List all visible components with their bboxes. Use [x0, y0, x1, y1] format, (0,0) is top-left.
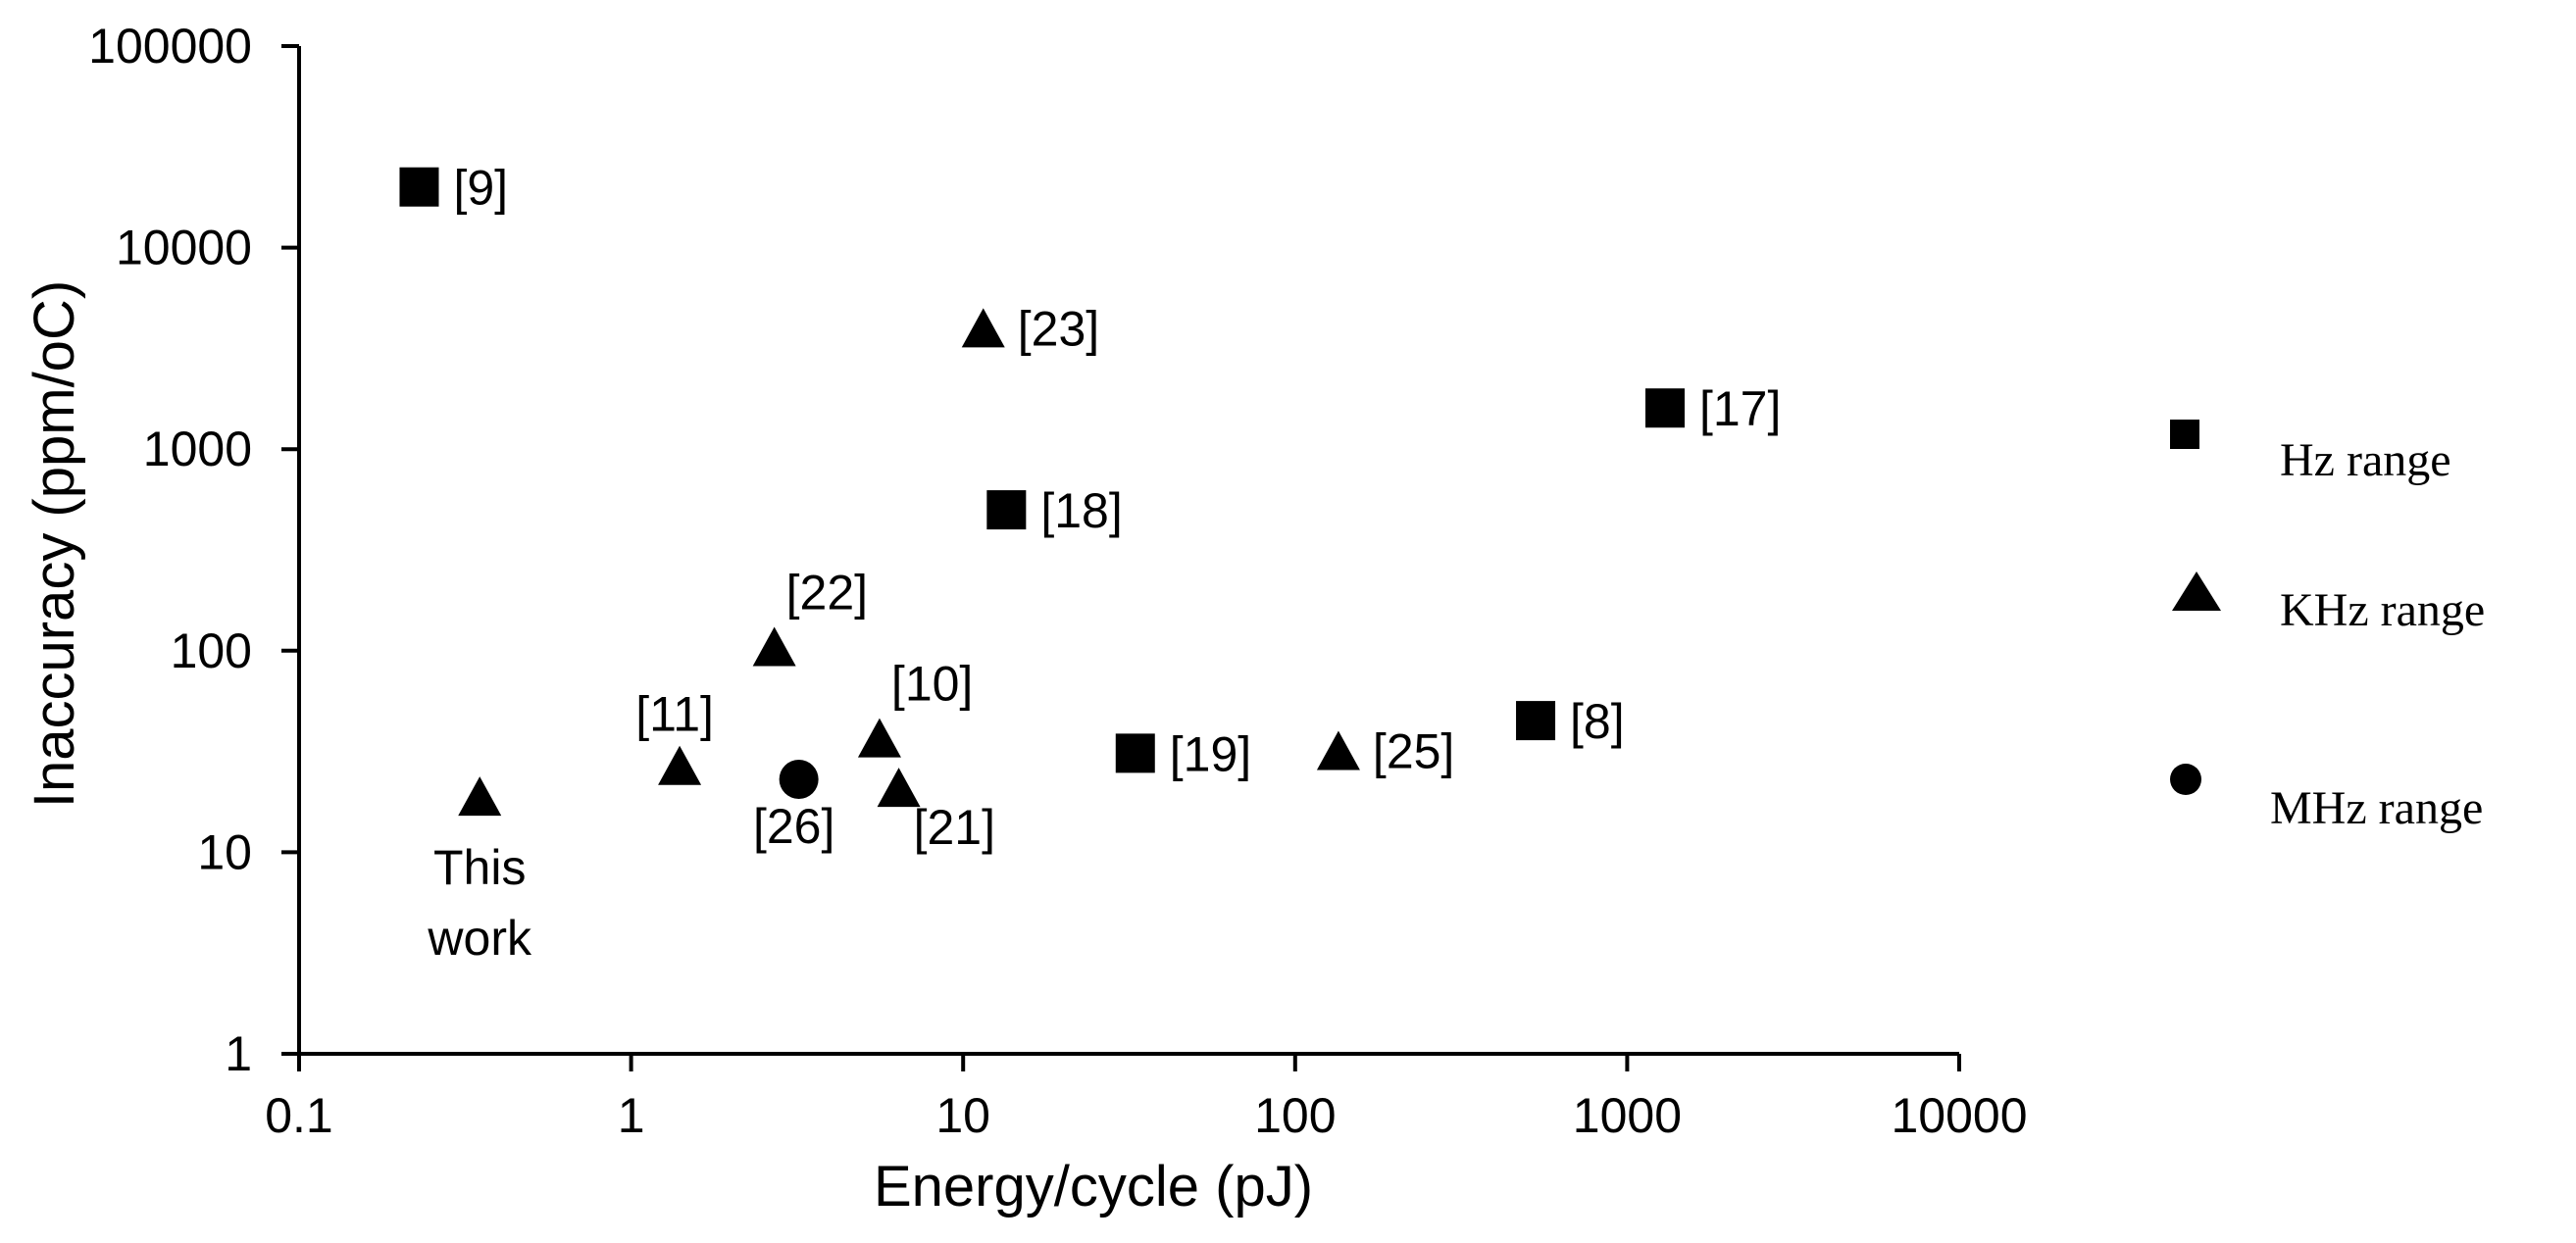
data-point-label-26: [26]: [753, 799, 834, 854]
data-point-label-18: [18]: [1040, 483, 1122, 538]
legend: Hz range KHz range MHz range: [2170, 420, 2485, 834]
data-point-label-11: [11]: [635, 687, 714, 742]
data-point-21: [877, 768, 921, 808]
data-point-8: [1516, 701, 1556, 741]
data-point-label-8: [8]: [1570, 694, 1625, 749]
data-point-25: [1316, 730, 1360, 771]
data-point-label-21: [21]: [914, 800, 995, 855]
y-tick-label-1: 1: [225, 1026, 252, 1081]
x-axis-title: Energy/cycle (pJ): [874, 1155, 1313, 1218]
data-point-17: [1644, 388, 1685, 428]
x-tick-label-10000: 10000: [1891, 1088, 2027, 1143]
y-axis-title: Inaccuracy (ppm/oC): [23, 280, 86, 808]
x-tick-label-10: 10: [935, 1088, 990, 1143]
y-tick-label-100: 100: [171, 623, 252, 678]
data-point-label-25: [25]: [1373, 724, 1454, 779]
legend-marker-khz-range-triangle: [2172, 572, 2221, 611]
legend-marker-mhz-range-circle: [2170, 764, 2201, 795]
data-point-9: [399, 167, 439, 207]
legend-label-hz-range: Hz range: [2280, 434, 2451, 486]
data-point-label-23: [23]: [1018, 301, 1099, 356]
data-point-19: [1115, 733, 1155, 773]
x-axis-ticks: 0.1 1 10 100 1000 10000: [265, 1054, 2028, 1143]
y-tick-label-10000: 10000: [116, 221, 252, 275]
data-point-label-this-work: This: [433, 840, 526, 895]
x-tick-label-1000: 1000: [1573, 1088, 1682, 1143]
legend-label-mhz-range: MHz range: [2270, 782, 2483, 834]
plot-area: 0.1 1 10 100 1000 10000 110100100010000100000…: [88, 19, 2027, 1143]
y-axis-ticks: 1 10 100 1000 10000 100000: [88, 19, 299, 1081]
data-point-label-22: [22]: [786, 565, 868, 620]
data-point-10: [857, 718, 901, 758]
data-point-label-19: [19]: [1170, 726, 1251, 781]
legend-marker-hz-range-square: [2170, 420, 2199, 449]
legend-label-khz-range: KHz range: [2280, 584, 2485, 636]
data-point-label-this-work-line-2: work: [427, 911, 532, 966]
data-point-11: [658, 745, 702, 785]
y-tick-label-1000: 1000: [143, 422, 252, 476]
data-point-label-17: [17]: [1699, 381, 1781, 436]
data-point-18: [986, 490, 1027, 530]
data-point-labels: [9] [18] [19] [8] [17] This work [11] [22] [10] [2…: [427, 161, 1781, 966]
x-tick-label-100: 100: [1254, 1088, 1336, 1143]
y-tick-label-10: 10: [197, 824, 252, 879]
data-point-23: [961, 308, 1005, 348]
x-tick-label-0-1: 0.1: [265, 1088, 333, 1143]
y-tick-label-100000: 100000: [88, 19, 252, 74]
data-point-label-10: [10]: [891, 657, 973, 712]
data-point-26: [779, 760, 819, 800]
x-tick-label-1: 1: [618, 1088, 645, 1143]
data-point-label-9: [9]: [453, 161, 508, 216]
data-point-this-work: [458, 776, 502, 817]
data-points: [399, 167, 1685, 817]
data-point-22: [752, 626, 796, 667]
